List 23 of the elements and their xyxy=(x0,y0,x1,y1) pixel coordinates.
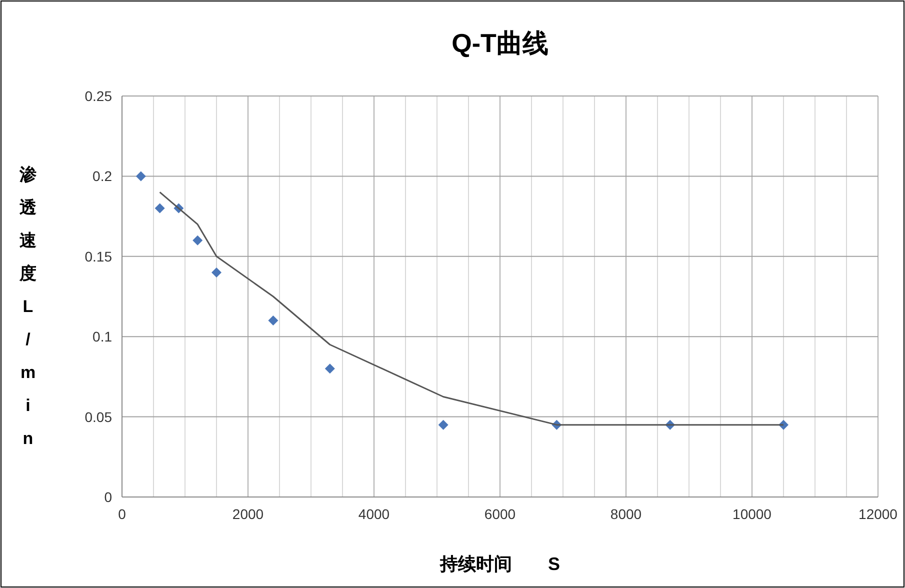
point xyxy=(192,235,203,246)
point xyxy=(268,316,278,326)
y-tick-label: 0.1 xyxy=(92,328,112,345)
y-tick-label: 0.15 xyxy=(84,248,112,264)
point xyxy=(154,203,165,214)
text: 渗透速度L/min xyxy=(20,165,36,448)
y-tick-label: 0.2 xyxy=(92,168,112,184)
x-tick-label: 2000 xyxy=(232,506,264,522)
x-tick-label: 10000 xyxy=(732,506,772,522)
point xyxy=(324,364,335,374)
x-axis-title: 持续时间 S xyxy=(438,554,560,574)
y-tick-label: 0.05 xyxy=(84,408,112,425)
point xyxy=(136,171,146,182)
y-tick-label: 0 xyxy=(104,489,112,505)
x-tick-label: 12000 xyxy=(858,506,898,522)
point xyxy=(438,420,448,430)
point xyxy=(212,267,222,278)
x-tick-label: 8000 xyxy=(610,506,642,522)
x-tick-label: 0 xyxy=(118,506,126,522)
x-tick-label: 6000 xyxy=(484,506,516,522)
chart-title: Q-T曲线 xyxy=(452,28,548,58)
x-tick-label: 4000 xyxy=(358,506,390,522)
y-tick-label: 0.25 xyxy=(84,88,112,104)
